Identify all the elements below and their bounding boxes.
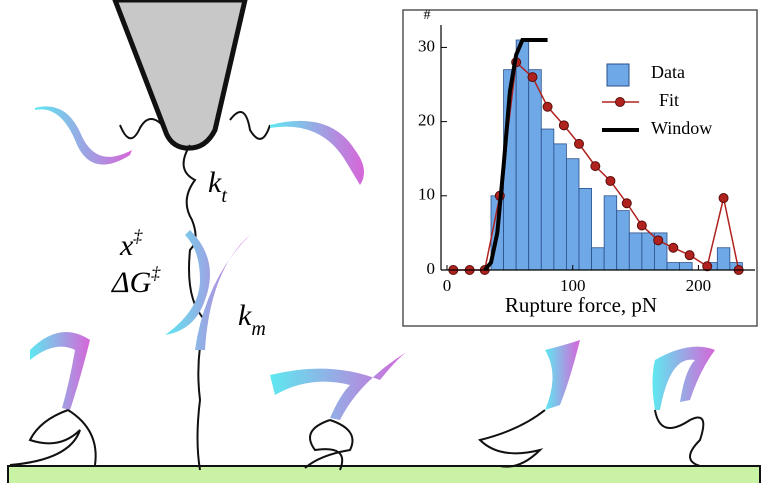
bar bbox=[628, 232, 643, 271]
superscript: ‡ bbox=[133, 226, 143, 246]
bar bbox=[578, 187, 592, 271]
ribbon bbox=[35, 106, 132, 165]
inset-frame bbox=[402, 9, 758, 327]
label-x: x‡ bbox=[119, 226, 143, 262]
legend-label: Window bbox=[651, 118, 712, 138]
symbol: ΔG bbox=[111, 266, 152, 299]
ribbon bbox=[165, 230, 250, 350]
bar bbox=[528, 69, 542, 271]
x-tick-label: 200 bbox=[686, 276, 712, 295]
bar bbox=[679, 262, 693, 271]
y-tick-label: 20 bbox=[418, 111, 435, 130]
bar bbox=[591, 247, 605, 271]
point bbox=[527, 72, 538, 83]
symbol: k bbox=[238, 299, 252, 332]
linkers bbox=[119, 111, 271, 140]
y-tick-label: 0 bbox=[427, 259, 436, 278]
point bbox=[702, 261, 713, 272]
ribbon bbox=[545, 340, 580, 410]
ribbon bbox=[270, 350, 410, 420]
inset-chart: 0 100 200 0 10 20 30 Rupture force, pN # Data Fit W… bbox=[418, 8, 755, 317]
y-axis-label: # bbox=[424, 8, 431, 23]
legend: Data Fit Window bbox=[602, 62, 712, 138]
label-km: km bbox=[238, 299, 266, 340]
label-dg: ΔG‡ bbox=[111, 263, 161, 299]
legend-label: Data bbox=[651, 62, 685, 82]
legend-swatch bbox=[606, 63, 630, 87]
coil bbox=[478, 409, 546, 468]
x-tick-label: 0 bbox=[443, 276, 452, 295]
series-line bbox=[483, 38, 548, 272]
point bbox=[574, 138, 584, 149]
surface bbox=[7, 465, 761, 483]
point bbox=[621, 198, 632, 209]
subscript: m bbox=[251, 318, 265, 340]
point bbox=[668, 242, 679, 253]
bar bbox=[603, 195, 618, 271]
x-axis-label: Rupture force, pN bbox=[505, 293, 657, 317]
y-tick-label: 30 bbox=[418, 36, 435, 55]
legend-marker bbox=[615, 97, 625, 107]
ribbon bbox=[652, 346, 715, 410]
ribbon bbox=[30, 332, 90, 410]
symbol: x bbox=[119, 229, 134, 262]
label-kt: kt bbox=[208, 166, 227, 207]
bar bbox=[566, 158, 580, 271]
point bbox=[684, 250, 695, 261]
tether bbox=[182, 144, 207, 471]
y-tick-label: 10 bbox=[418, 185, 435, 204]
coil bbox=[654, 409, 705, 467]
bar bbox=[666, 262, 680, 271]
coil bbox=[9, 409, 97, 466]
point bbox=[590, 161, 601, 172]
point bbox=[653, 235, 664, 246]
point bbox=[558, 120, 569, 131]
point bbox=[542, 101, 553, 112]
bar bbox=[553, 143, 567, 271]
bar bbox=[515, 39, 530, 271]
x-tick-label: 100 bbox=[560, 276, 586, 295]
point bbox=[718, 193, 729, 204]
subscript: t bbox=[221, 185, 227, 207]
legend-label: Fit bbox=[659, 90, 679, 110]
bar bbox=[540, 128, 555, 271]
coil bbox=[304, 419, 354, 471]
afm-tip bbox=[112, 0, 248, 151]
point bbox=[605, 175, 616, 186]
bar bbox=[616, 210, 630, 271]
point bbox=[636, 220, 647, 231]
bar bbox=[641, 232, 655, 271]
ribbon bbox=[270, 120, 364, 185]
bar bbox=[716, 247, 731, 271]
superscript: ‡ bbox=[151, 263, 161, 283]
symbol: k bbox=[208, 166, 222, 199]
